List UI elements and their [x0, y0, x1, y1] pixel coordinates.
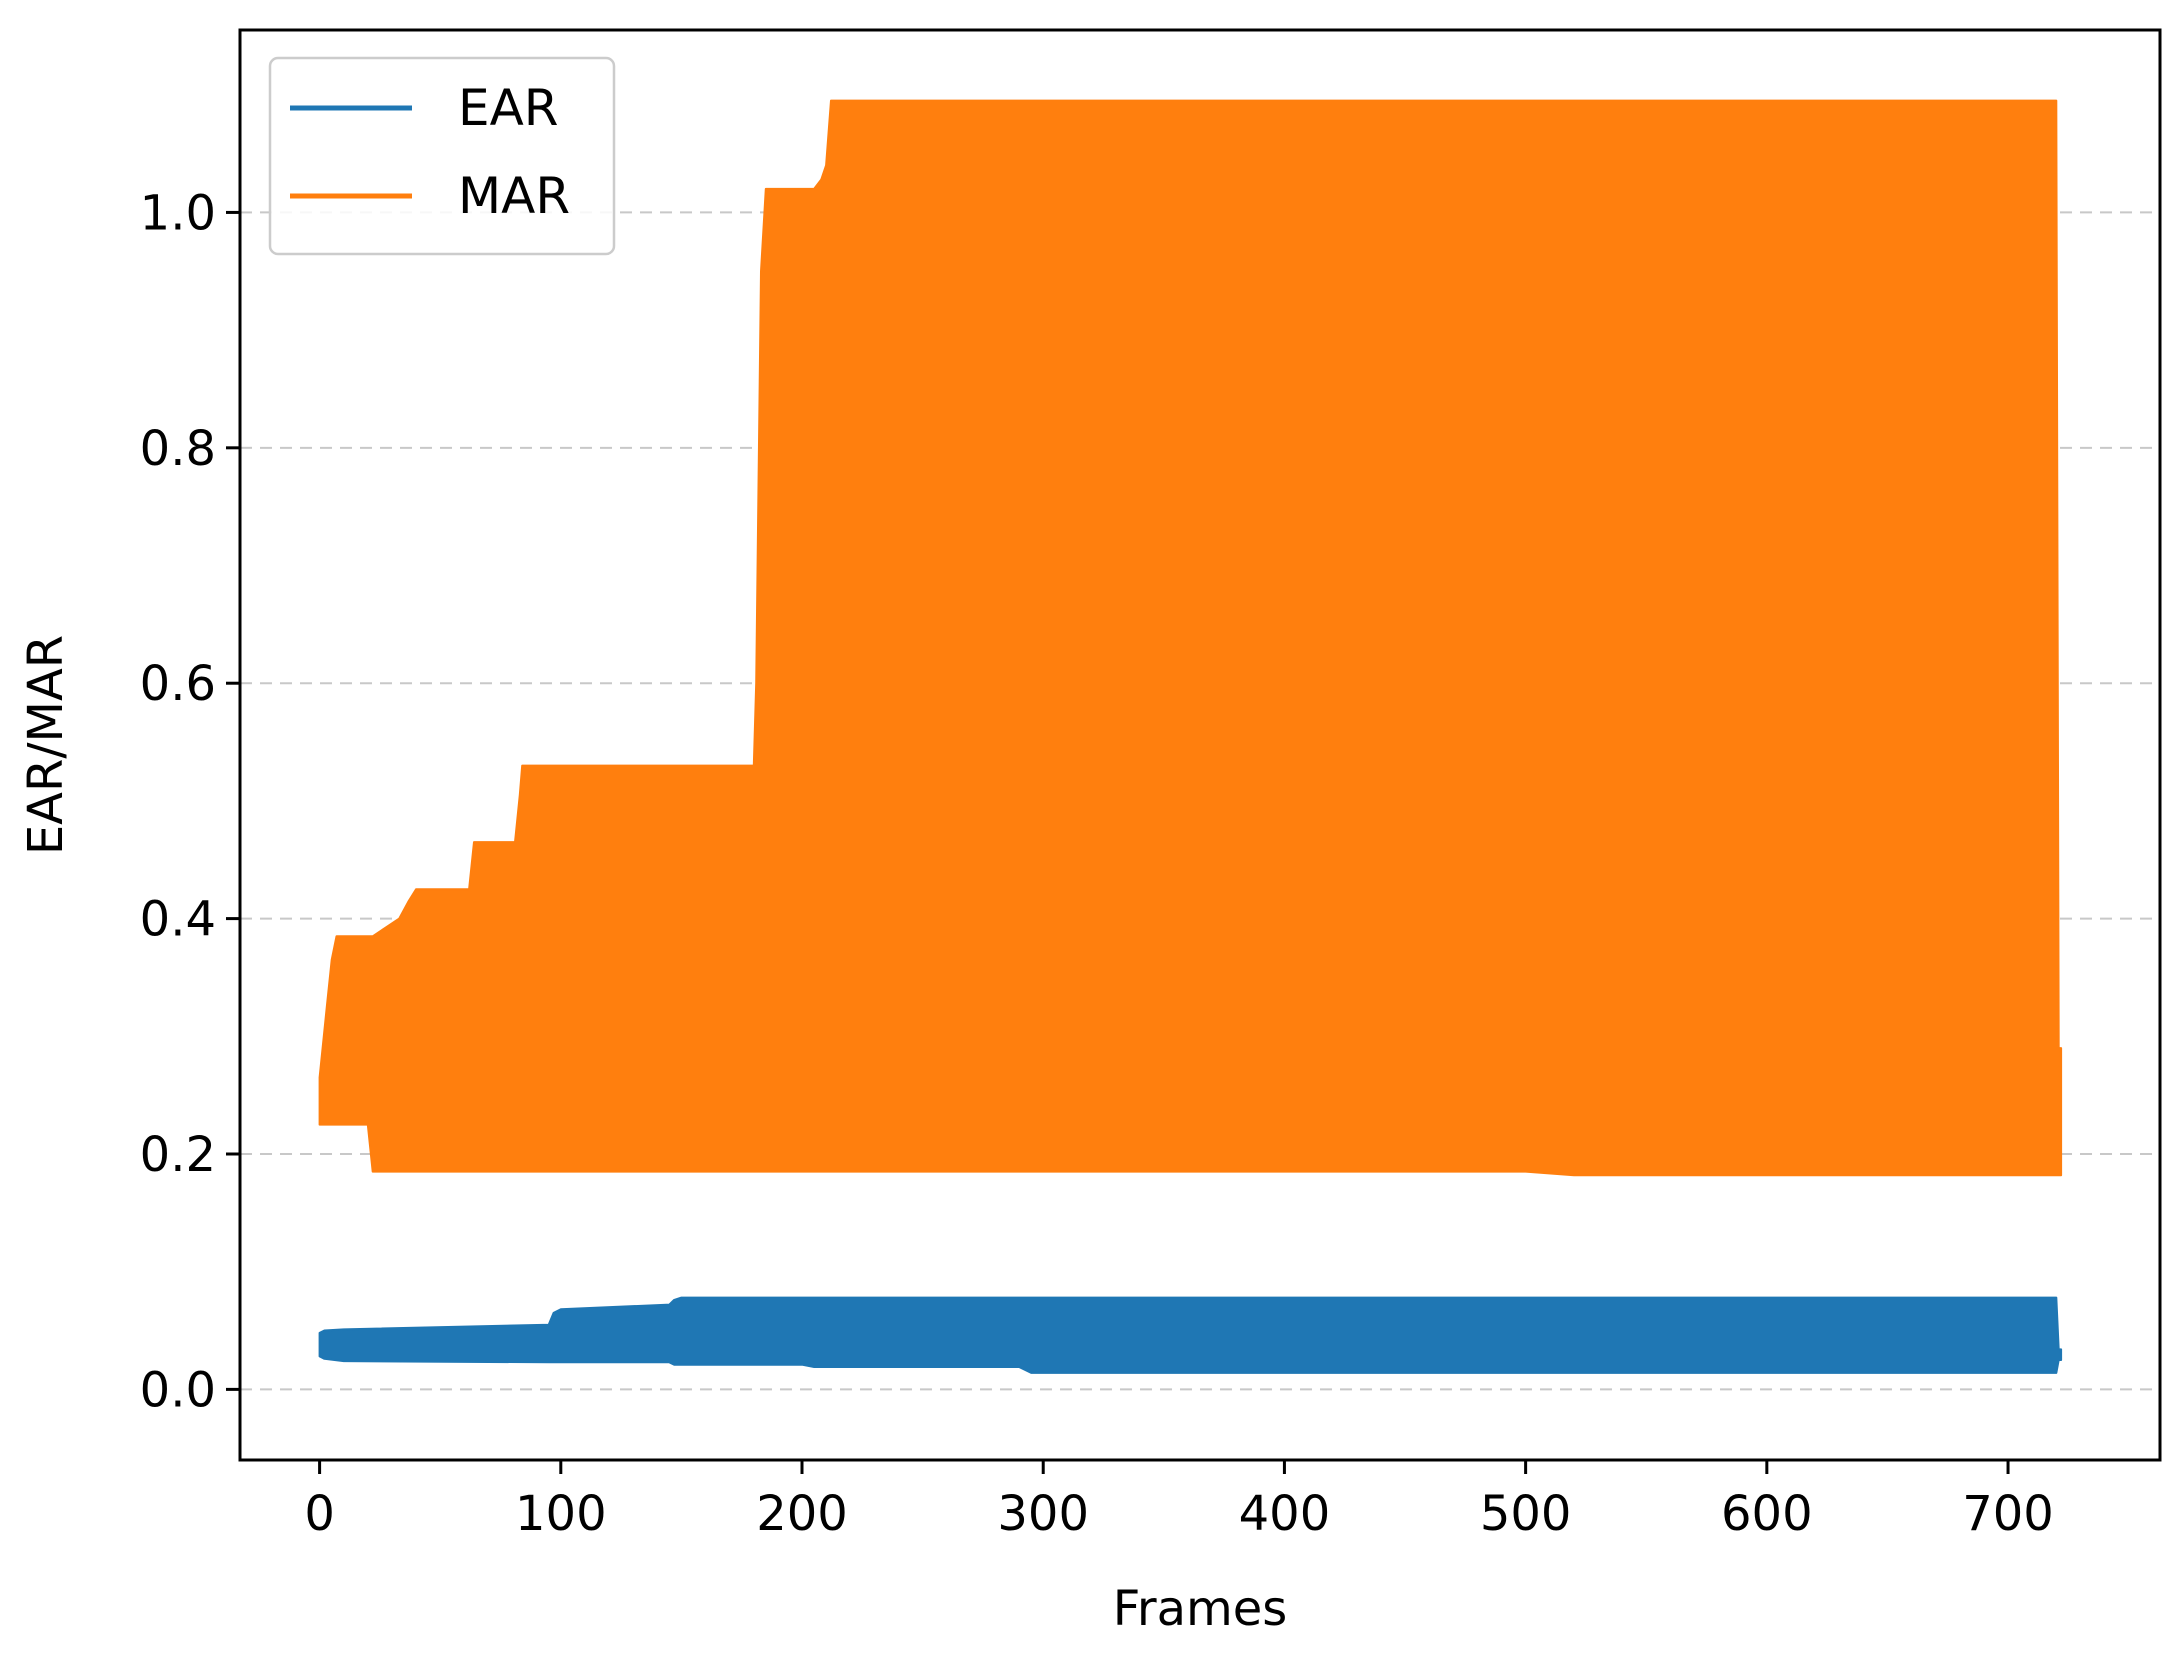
x-tick-label-1: 100 [515, 1486, 607, 1542]
legend-label-mar: MAR [458, 167, 570, 225]
y-tick-label-3: 0.6 [140, 656, 216, 712]
x-tick-label-3: 300 [997, 1486, 1089, 1542]
y-tick-label-0: 0.0 [140, 1362, 216, 1418]
series-mar-band [318, 99, 2063, 1177]
series-layer [318, 99, 2063, 1374]
x-axis-label: Frames [1113, 1581, 1288, 1637]
legend: EAR MAR [268, 56, 616, 256]
series-ear-band [318, 1296, 2063, 1374]
x-tick-label-4: 400 [1239, 1486, 1331, 1542]
x-tick-label-2: 200 [756, 1486, 848, 1542]
x-tick-label-6: 600 [1721, 1486, 1813, 1542]
x-tick-label-7: 700 [1962, 1486, 2054, 1542]
y-tick-label-1: 0.2 [140, 1127, 216, 1183]
legend-label-ear: EAR [458, 79, 559, 137]
ticks-layer: 0 100 200 300 400 500 600 700 0.0 0.2 0.4 0.6 0.8 1.0 [140, 185, 2054, 1542]
legend-items: EAR MAR [290, 79, 570, 225]
y-tick-label-5: 1.0 [140, 185, 216, 241]
y-tick-label-4: 0.8 [140, 421, 216, 477]
plot-frame [238, 28, 2162, 1462]
y-axis-label: EAR/MAR [18, 635, 74, 855]
x-tick-label-0: 0 [304, 1486, 335, 1542]
x-tick-label-5: 500 [1480, 1486, 1572, 1542]
y-tick-label-2: 0.4 [140, 892, 216, 948]
